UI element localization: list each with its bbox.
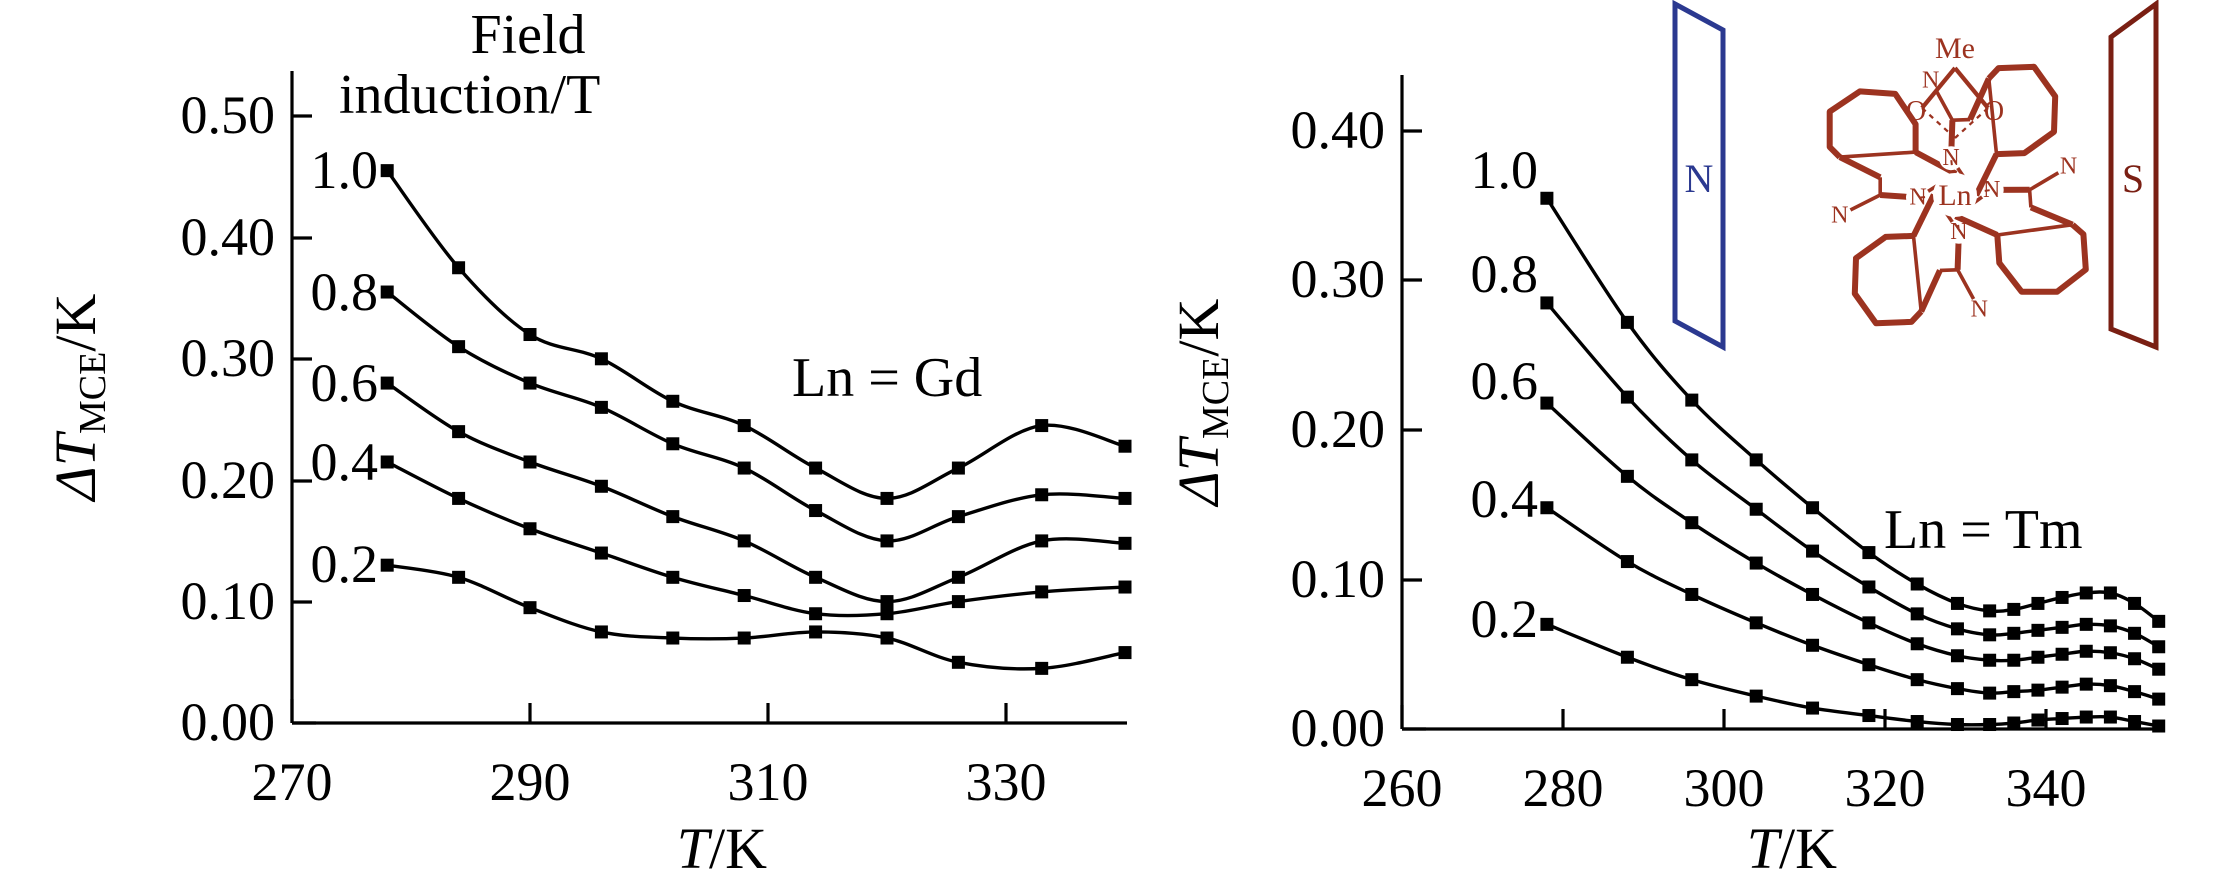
svg-text:0.40: 0.40 [1291,100,1386,160]
svg-text:Me: Me [1935,32,1975,65]
svg-text:0.40: 0.40 [181,207,276,267]
svg-text:O: O [1984,96,2004,127]
svg-text:N: N [2060,154,2077,180]
svg-text:290: 290 [490,752,571,812]
svg-text:0.10: 0.10 [181,571,276,631]
svg-text:Ln = Tm: Ln = Tm [1884,499,2083,561]
svg-text:300: 300 [1684,758,1765,818]
svg-text:/K: /K [709,816,767,881]
svg-text:340: 340 [2006,758,2087,818]
svg-text:T: T [677,816,713,881]
svg-text:N: N [1971,297,1988,323]
svg-text:280: 280 [1523,758,1604,818]
svg-text:Field: Field [470,4,585,66]
svg-text:0.2: 0.2 [311,534,379,594]
svg-text:310: 310 [728,752,809,812]
svg-text:0.10: 0.10 [1291,549,1386,609]
svg-text:320: 320 [1845,758,1926,818]
svg-text:0.00: 0.00 [1291,698,1386,758]
svg-text:270: 270 [252,752,333,812]
svg-text:Ln: Ln [1938,179,1971,212]
svg-text:0.00: 0.00 [181,692,276,752]
svg-text:0.20: 0.20 [1291,399,1386,459]
svg-text:induction/T: induction/T [339,64,600,126]
svg-text:330: 330 [966,752,1047,812]
svg-text:0.8: 0.8 [1471,244,1539,304]
svg-text:T: T [1747,816,1783,881]
svg-text:0.20: 0.20 [181,450,276,510]
svg-text:0.6: 0.6 [311,353,379,413]
svg-text:Ln = Gd: Ln = Gd [792,347,982,409]
svg-text:/K: /K [1779,816,1837,881]
svg-text:0.50: 0.50 [181,85,276,145]
svg-text:N: N [1942,145,1959,171]
svg-text:S: S [2122,156,2144,201]
svg-text:N: N [1831,202,1848,228]
svg-text:0.30: 0.30 [181,328,276,388]
svg-text:0.4: 0.4 [1471,469,1539,529]
svg-text:0.8: 0.8 [311,262,379,322]
svg-text:N: N [1685,156,1714,201]
svg-text:0.2: 0.2 [1471,589,1539,649]
svg-text:260: 260 [1362,758,1443,818]
svg-text:1.0: 1.0 [311,140,379,200]
svg-text:0.4: 0.4 [311,432,379,492]
svg-text:0.6: 0.6 [1471,351,1539,411]
svg-text:O: O [1906,96,1926,127]
svg-text:0.30: 0.30 [1291,249,1386,309]
svg-text:1.0: 1.0 [1471,140,1539,200]
